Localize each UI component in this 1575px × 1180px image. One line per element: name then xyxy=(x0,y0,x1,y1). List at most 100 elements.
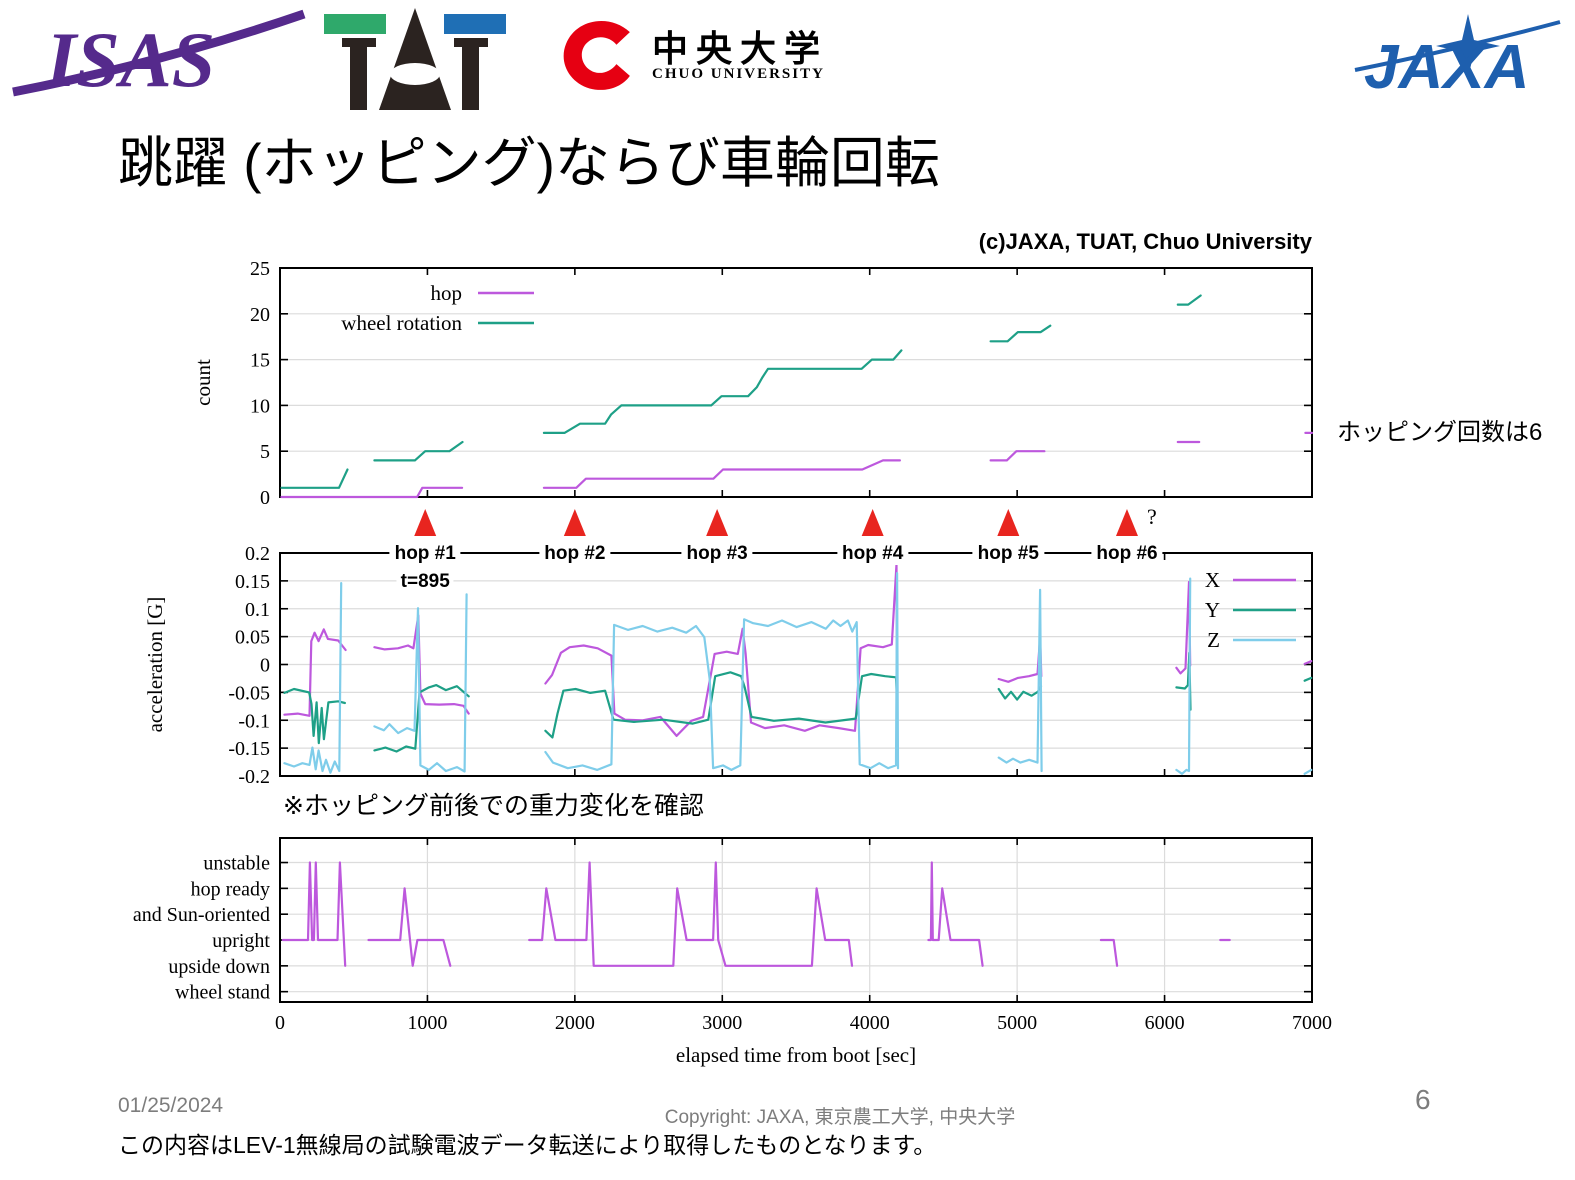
series-Z-line xyxy=(1303,768,1313,775)
chart-state: unstable hop ready and Sun-oriented upright… xyxy=(133,837,1332,1067)
chart-count: 0 5 10 15 20 25 count hop wheel rotation xyxy=(191,258,1314,509)
svg-text:15: 15 xyxy=(250,350,270,372)
hop-marker-label: hop #3 xyxy=(681,542,753,565)
chuo-logo xyxy=(563,21,630,90)
hop-marker-triangle xyxy=(414,509,437,536)
series-Z-line xyxy=(997,588,1043,773)
tuat-blue-bar xyxy=(444,14,506,34)
series-hop-line xyxy=(542,459,901,489)
svg-text:6000: 6000 xyxy=(1145,1012,1185,1034)
svg-text:3000: 3000 xyxy=(702,1012,742,1034)
svg-text:wheel stand: wheel stand xyxy=(175,982,270,1004)
svg-text:5: 5 xyxy=(260,441,270,463)
series-state-line xyxy=(367,887,452,967)
series-X-line xyxy=(544,563,899,754)
footer-date: 01/25/2024 xyxy=(118,1094,224,1117)
series-Y-line xyxy=(544,671,899,739)
series-wheel-rotation-line xyxy=(280,468,349,489)
series-X-line xyxy=(283,628,347,717)
hop-count-note: ホッピング回数は6 xyxy=(1337,419,1543,446)
series-Y-line xyxy=(997,685,1043,701)
svg-text:2000: 2000 xyxy=(555,1012,595,1034)
series-wheel-rotation-line xyxy=(542,349,903,434)
hop-marker-triangle xyxy=(1115,509,1138,536)
series-state-line xyxy=(1099,938,1119,967)
isas-logo: ISAS xyxy=(12,9,306,101)
hop-marker-label: hop #4 xyxy=(837,542,909,565)
svg-text:0: 0 xyxy=(275,1012,285,1034)
jaxa-star xyxy=(1436,14,1500,78)
series-X-line xyxy=(997,636,1043,683)
series-Z-line xyxy=(544,572,900,771)
hop-marker-triangle xyxy=(861,509,884,536)
jaxa-logo: JAXA xyxy=(1354,14,1561,102)
svg-text:0.15: 0.15 xyxy=(235,571,270,593)
series-Z-line xyxy=(1175,577,1192,775)
svg-text:Z: Z xyxy=(1207,628,1220,652)
svg-text:and Sun-oriented: and Sun-oriented xyxy=(133,904,270,926)
svg-text:-0.1: -0.1 xyxy=(238,710,270,732)
chuo-name-jp: 中央大学 xyxy=(652,28,829,69)
series-Z-line xyxy=(283,582,343,774)
series-wheel-rotation-line xyxy=(373,440,464,462)
svg-text:0.1: 0.1 xyxy=(245,599,270,621)
svg-text:20: 20 xyxy=(250,304,270,326)
svg-text:0: 0 xyxy=(260,655,270,677)
svg-text:count: count xyxy=(191,359,215,406)
chuo-name-en: CHUO UNIVERSITY xyxy=(652,66,825,82)
chuo-c-mark xyxy=(563,21,630,90)
chart-acceleration: 0.2 0.15 0.1 0.05 0 -0.05 -0.1 -0.15 -0.2 acceler… xyxy=(143,543,1313,788)
page-title: 跳躍 (ホッピング)ならび車輪回転 xyxy=(118,132,940,194)
isas-text: ISAS xyxy=(45,16,215,101)
tuat-logo xyxy=(324,8,506,110)
hop-marker-triangle xyxy=(563,509,586,536)
page-number: 6 xyxy=(1415,1084,1431,1115)
tuat-green-bar xyxy=(324,14,386,34)
series-X-line xyxy=(1303,660,1313,665)
svg-text:5000: 5000 xyxy=(997,1012,1037,1034)
svg-text:-0.15: -0.15 xyxy=(228,738,270,760)
footer-copyright: Copyright: JAXA, 東京農工大学, 中央大学 xyxy=(664,1107,1016,1128)
series-hop-line xyxy=(280,486,464,499)
svg-text:hop ready: hop ready xyxy=(191,878,270,900)
svg-text:acceleration [G]: acceleration [G] xyxy=(143,597,167,733)
svg-text:hop: hop xyxy=(431,281,463,305)
hop-marker-label: hop #1 xyxy=(389,542,461,565)
svg-text:unstable: unstable xyxy=(203,853,270,875)
svg-text:wheel rotation: wheel rotation xyxy=(341,311,462,335)
series-state-line xyxy=(528,861,854,967)
hop1-time-label: t=895 xyxy=(396,570,454,593)
svg-text:Y: Y xyxy=(1205,598,1220,622)
svg-text:-0.2: -0.2 xyxy=(238,766,270,788)
hop-marker-triangles xyxy=(414,509,1138,536)
svg-text:0.2: 0.2 xyxy=(245,543,270,565)
series-state-line xyxy=(281,861,347,967)
svg-text:1000: 1000 xyxy=(407,1012,447,1034)
svg-text:0: 0 xyxy=(260,487,270,509)
series-hop-line xyxy=(989,450,1046,462)
svg-text:upside down: upside down xyxy=(168,956,270,978)
jaxa-text: JAXA xyxy=(1364,33,1529,102)
series-Z-line xyxy=(373,593,468,773)
svg-text:0.05: 0.05 xyxy=(235,627,270,649)
svg-text:upright: upright xyxy=(212,930,270,952)
hop-marker-label: hop #6 xyxy=(1091,542,1163,565)
svg-text:X: X xyxy=(1205,568,1220,592)
tuat-lens xyxy=(390,63,440,85)
series-wheel-rotation-line xyxy=(1176,294,1202,306)
series-Y-line xyxy=(1303,676,1313,682)
svg-text:elapsed time from boot [sec]: elapsed time from boot [sec] xyxy=(676,1043,916,1067)
series-wheel-rotation-line xyxy=(989,324,1052,343)
hop-marker-triangle xyxy=(997,509,1020,536)
hop-marker-label: hop #2 xyxy=(539,542,611,565)
tuat-tat-glyphs xyxy=(342,8,488,110)
svg-text:10: 10 xyxy=(250,395,270,417)
hop6-question-mark: ? xyxy=(1146,504,1157,529)
series-state-line xyxy=(927,861,984,967)
hop-marker-triangle xyxy=(706,509,729,536)
svg-text:7000: 7000 xyxy=(1292,1012,1332,1034)
series-Y-line xyxy=(283,687,346,745)
svg-text:4000: 4000 xyxy=(850,1012,890,1034)
svg-text:-0.05: -0.05 xyxy=(228,682,270,704)
